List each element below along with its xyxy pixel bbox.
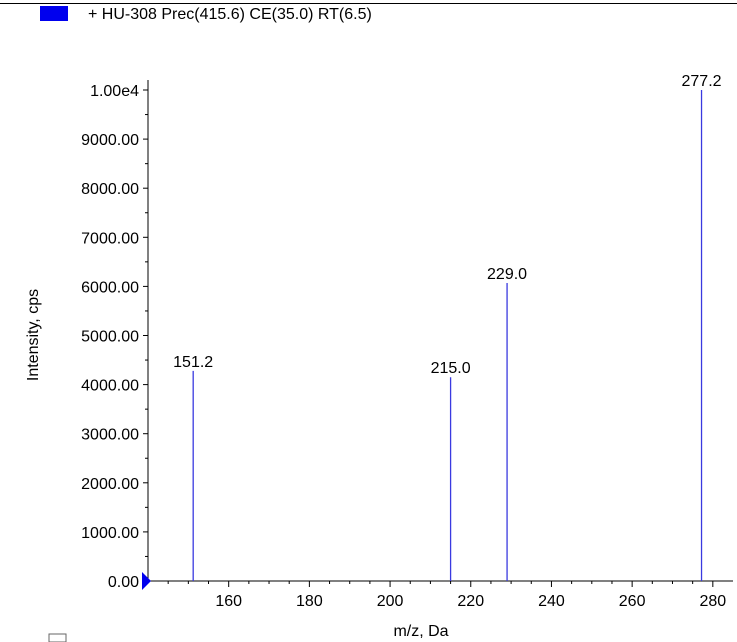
y-tick-label: 8000.00	[81, 181, 139, 198]
x-tick-label: 220	[457, 593, 484, 610]
x-tick-label: 280	[699, 593, 726, 610]
x-tick-label: 160	[215, 593, 242, 610]
x-tick-label: 240	[538, 593, 565, 610]
peak-label: 215.0	[431, 360, 471, 377]
y-tick-label: 4000.00	[81, 378, 139, 395]
y-tick-label: 7000.00	[81, 230, 139, 247]
peak-label: 277.2	[682, 73, 722, 90]
y-tick-label: 1000.00	[81, 525, 139, 542]
x-tick-label: 200	[377, 593, 404, 610]
y-tick-label: 9000.00	[81, 132, 139, 149]
x-axis-label: m/z, Da	[393, 623, 448, 640]
plot-area: 0.00 1000.00 2000.00 3000.00 4000.00 5000.00 6…	[81, 73, 733, 610]
y-tick-label: 2000.00	[81, 476, 139, 493]
legend-swatch	[40, 6, 68, 21]
y-tick-label: 1.00e4	[90, 83, 139, 100]
x-tick-label: 260	[619, 593, 646, 610]
peak-label: 151.2	[173, 354, 213, 371]
y-tick-label: 5000.00	[81, 329, 139, 346]
baseline-marker-icon	[142, 572, 151, 590]
chart-title: + HU-308 Prec(415.6) CE(35.0) RT(6.5)	[88, 6, 372, 23]
y-tick-label: 6000.00	[81, 279, 139, 296]
bottom-legend-swatch	[48, 633, 67, 642]
y-tick-label: 0.00	[108, 574, 139, 591]
peak-label: 229.0	[487, 266, 527, 283]
y-axis-label: Intensity, cps	[25, 289, 42, 381]
x-tick-label: 180	[296, 593, 323, 610]
y-tick-label: 3000.00	[81, 427, 139, 444]
